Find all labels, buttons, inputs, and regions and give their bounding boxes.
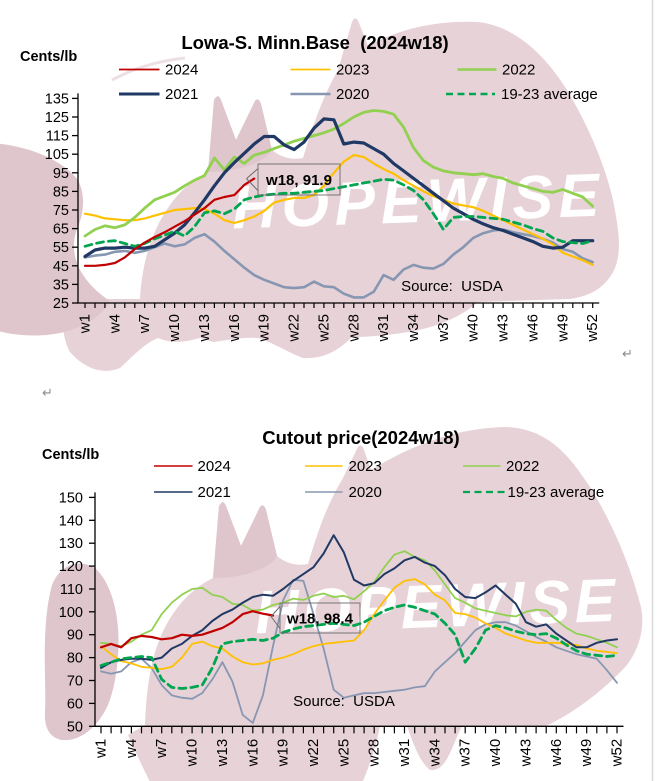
svg-text:50: 50 — [67, 719, 83, 735]
svg-text:w46: w46 — [548, 739, 565, 768]
svg-text:150: 150 — [59, 490, 83, 506]
svg-text:2024: 2024 — [198, 458, 231, 475]
svg-text:w34: w34 — [426, 739, 443, 768]
svg-text:2023: 2023 — [349, 458, 382, 475]
svg-text:2024: 2024 — [165, 62, 198, 79]
svg-text:2022: 2022 — [502, 62, 535, 79]
svg-text:w10: w10 — [184, 739, 201, 768]
svg-text:w40: w40 — [487, 739, 504, 768]
svg-text:w1: w1 — [77, 314, 94, 334]
svg-text:w19: w19 — [256, 314, 273, 343]
svg-text:w37: w37 — [435, 314, 452, 343]
svg-text:w4: w4 — [123, 739, 140, 759]
svg-text:19-23 average: 19-23 average — [501, 86, 598, 103]
svg-text:w52: w52 — [609, 739, 626, 768]
svg-text:100: 100 — [59, 605, 83, 621]
svg-text:2023: 2023 — [336, 62, 369, 79]
svg-text:140: 140 — [59, 513, 83, 529]
svg-text:w13: w13 — [196, 314, 213, 343]
svg-text:w49: w49 — [578, 739, 595, 768]
svg-text:60: 60 — [67, 696, 83, 712]
svg-text:95: 95 — [53, 166, 69, 182]
svg-text:w4: w4 — [106, 314, 123, 334]
svg-text:45: 45 — [53, 259, 69, 275]
svg-text:105: 105 — [45, 147, 69, 163]
svg-text:19-23 average: 19-23 average — [508, 484, 605, 501]
svg-text:Source: USDA: Source: USDA — [401, 278, 503, 295]
svg-text:w19: w19 — [275, 739, 292, 768]
svg-text:w7: w7 — [136, 314, 153, 334]
svg-text:80: 80 — [67, 651, 83, 667]
svg-text:70: 70 — [67, 674, 83, 690]
svg-text:w16: w16 — [244, 739, 261, 768]
svg-text:125: 125 — [45, 110, 69, 126]
svg-text:w37: w37 — [457, 739, 474, 768]
svg-text:HOPEWISE: HOPEWISE — [231, 161, 606, 242]
svg-text:w13: w13 — [214, 739, 231, 768]
svg-text:w18, 91.9: w18, 91.9 — [265, 172, 332, 189]
svg-text:115: 115 — [46, 129, 69, 145]
svg-text:65: 65 — [53, 222, 69, 238]
svg-text:130: 130 — [59, 536, 83, 552]
svg-text:HOPEWISE: HOPEWISE — [254, 566, 621, 647]
svg-text:w16: w16 — [226, 314, 243, 343]
svg-text:w43: w43 — [495, 314, 512, 343]
svg-text:w31: w31 — [396, 739, 413, 768]
svg-text:w43: w43 — [518, 739, 535, 768]
svg-text:2020: 2020 — [336, 86, 369, 103]
svg-text:↵: ↵ — [42, 385, 53, 400]
svg-text:Source: USDA: Source: USDA — [293, 693, 395, 710]
svg-text:35: 35 — [53, 277, 69, 293]
svg-text:Cents/lb: Cents/lb — [20, 49, 77, 65]
svg-text:↵: ↵ — [622, 346, 633, 361]
svg-text:90: 90 — [67, 628, 83, 644]
svg-text:w34: w34 — [405, 314, 422, 343]
svg-text:55: 55 — [53, 240, 69, 256]
svg-text:2021: 2021 — [198, 484, 231, 501]
svg-text:w25: w25 — [335, 739, 352, 768]
svg-text:w7: w7 — [153, 739, 170, 759]
svg-text:w28: w28 — [345, 314, 362, 343]
svg-text:w25: w25 — [315, 314, 332, 343]
svg-text:2022: 2022 — [506, 458, 539, 475]
svg-text:w40: w40 — [465, 314, 482, 343]
svg-text:110: 110 — [60, 582, 83, 598]
svg-text:2020: 2020 — [349, 484, 382, 501]
svg-text:w52: w52 — [584, 314, 601, 343]
svg-text:135: 135 — [45, 91, 69, 107]
svg-text:w10: w10 — [166, 314, 183, 343]
svg-text:w46: w46 — [525, 314, 542, 343]
svg-text:w22: w22 — [286, 314, 303, 343]
svg-text:w22: w22 — [305, 739, 322, 768]
svg-text:25: 25 — [53, 296, 69, 312]
svg-text:75: 75 — [53, 203, 69, 219]
svg-text:w28: w28 — [366, 739, 383, 768]
svg-text:2021: 2021 — [165, 86, 198, 103]
svg-text:120: 120 — [59, 559, 83, 575]
svg-text:Cents/lb: Cents/lb — [42, 447, 99, 463]
svg-text:Cutout price(2024w18): Cutout price(2024w18) — [262, 427, 459, 448]
svg-text:w49: w49 — [554, 314, 571, 343]
svg-text:w18, 98.4: w18, 98.4 — [286, 611, 354, 628]
svg-text:85: 85 — [53, 184, 69, 200]
svg-text:w1: w1 — [93, 739, 110, 759]
svg-text:Lowa-S. Minn.Base (2024w18): Lowa-S. Minn.Base (2024w18) — [181, 32, 448, 53]
svg-text:w31: w31 — [375, 314, 392, 343]
